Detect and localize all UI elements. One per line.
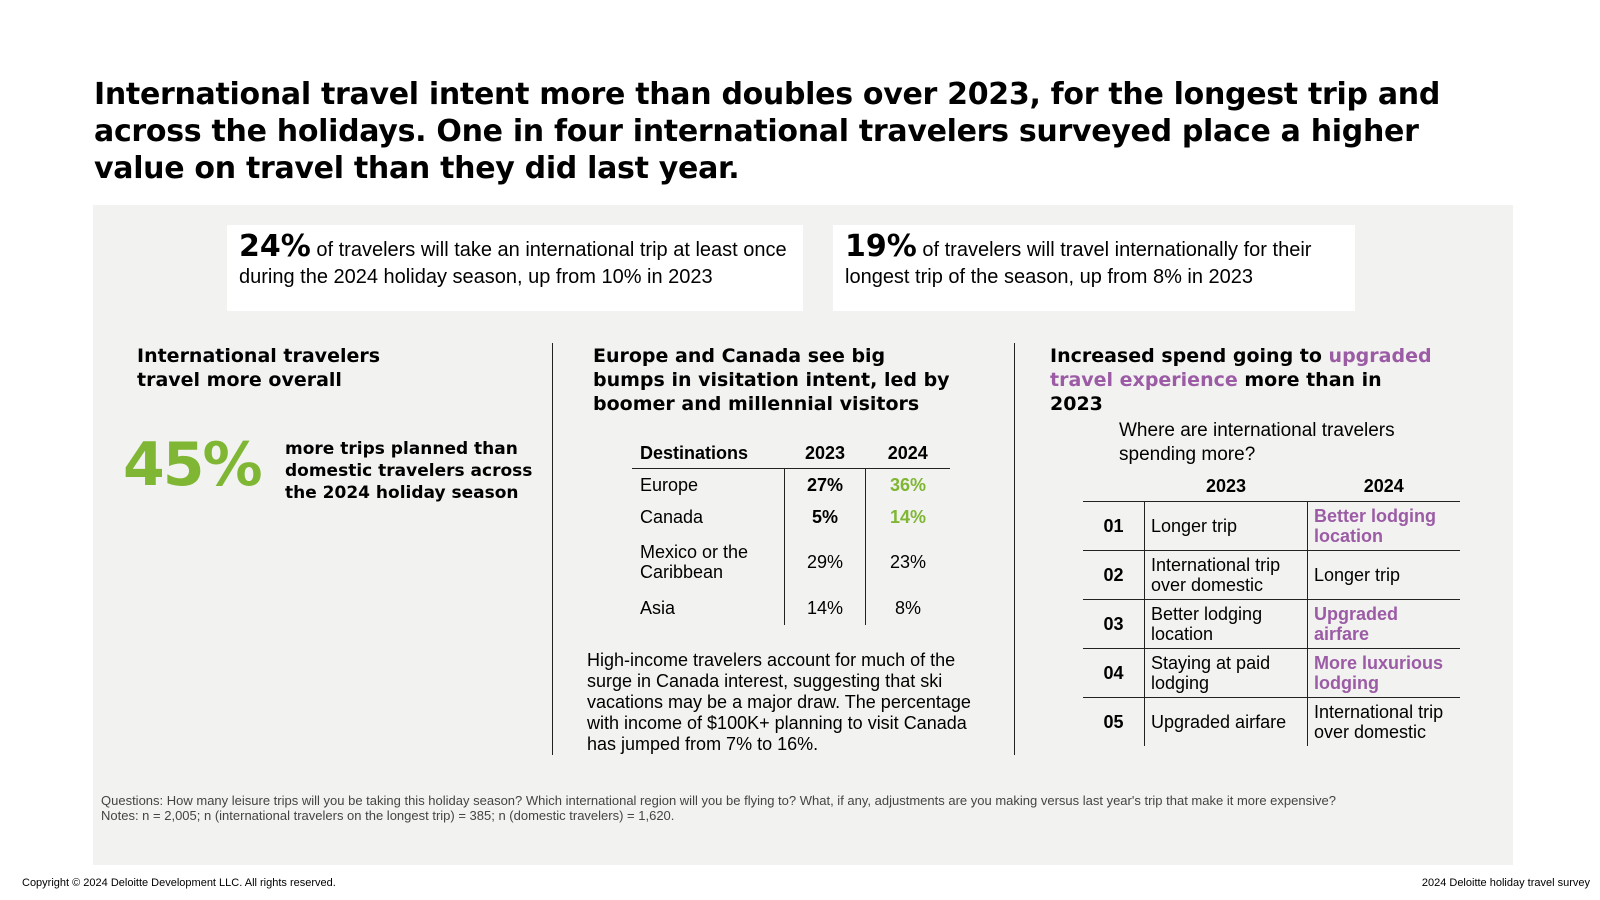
content-panel: 24% of travelers will take an internatio…	[93, 205, 1513, 865]
item-2023-cell: Upgraded airfare	[1144, 697, 1308, 746]
col2-heading: Europe and Canada see big bumps in visit…	[593, 345, 950, 415]
table-header-row: 2023 2024	[1083, 475, 1460, 502]
item-2024-cell: Better lodging location	[1307, 501, 1460, 551]
header-2024: 2024	[1363, 475, 1404, 496]
stat-text: of travelers will take an international …	[239, 239, 787, 288]
item-2023-cell: International trip over domestic	[1144, 550, 1308, 600]
source-label: 2024 Deloitte holiday travel survey	[1421, 877, 1590, 889]
item-2024-cell: More luxurious lodging	[1307, 648, 1460, 698]
rank-cell: 02	[1083, 550, 1145, 600]
big-percentage-description: more trips planned than domestic travele…	[285, 439, 533, 503]
stat-text: of travelers will travel internationally…	[845, 239, 1312, 288]
page-headline: International travel intent more than do…	[94, 77, 1441, 186]
item-2023-cell: Longer trip	[1144, 501, 1308, 551]
rank-cell: 01	[1083, 501, 1145, 551]
table-row: 03 Better lodging location Upgraded airf…	[1083, 599, 1460, 649]
value-2023-cell: 29%	[784, 532, 866, 591]
item-2024-cell: International trip over domestic	[1307, 697, 1460, 746]
header-2024: 2024	[865, 438, 950, 469]
header-destinations: Destinations	[632, 438, 785, 469]
table-row: Mexico or the Caribbean 29% 23%	[632, 532, 950, 591]
column-divider	[1014, 343, 1015, 755]
value-2023-cell: 27%	[784, 468, 866, 501]
value-2024-cell: 8%	[894, 597, 921, 618]
column-divider	[552, 343, 553, 755]
item-2024-cell: Longer trip	[1307, 550, 1460, 600]
table-row: Asia 14% 8%	[632, 590, 950, 625]
value-2023-cell: 14%	[784, 590, 866, 625]
table-row: 04 Staying at paid lodging More luxuriou…	[1083, 648, 1460, 698]
item-2023-cell: Better lodging location	[1144, 599, 1308, 649]
item-2024-cell: Upgraded airfare	[1307, 599, 1460, 649]
stat-value: 24%	[239, 229, 311, 264]
header-2023: 2023	[1205, 475, 1247, 496]
col3-heading: Increased spend going to upgraded travel…	[1050, 344, 1440, 416]
survey-notes: Questions: How many leisure trips will y…	[101, 793, 1501, 823]
col3-heading-post: more than in 2023	[1050, 369, 1382, 415]
canada-note: High-income travelers account for much o…	[587, 650, 971, 754]
table-row: 01 Longer trip Better lodging location	[1083, 501, 1460, 551]
col3-heading-pre: Increased spend going to	[1050, 345, 1329, 367]
col3-heading-highlight: upgraded travel experience	[1050, 345, 1432, 391]
spend-subheading: Where are international travelers spendi…	[1119, 420, 1395, 465]
destination-cell: Canada	[640, 506, 704, 527]
table-row: Europe 27% 36%	[632, 468, 950, 501]
stat-box-international-trip: 24% of travelers will take an internatio…	[227, 225, 803, 311]
header-rank	[1083, 475, 1145, 502]
destination-cell: Asia	[640, 597, 676, 618]
destination-cell: Mexico or the Caribbean	[640, 541, 749, 582]
survey-questions: Questions: How many leisure trips will y…	[101, 793, 1336, 808]
value-2024-cell: 36%	[889, 474, 927, 495]
value-2024-cell: 14%	[889, 506, 927, 527]
rank-cell: 04	[1083, 648, 1145, 698]
value-2023-cell: 5%	[784, 500, 866, 533]
item-2023-cell: Staying at paid lodging	[1144, 648, 1308, 698]
destination-cell: Europe	[640, 474, 699, 495]
destinations-table: Destinations 2023 2024 Europe 27% 36% Ca…	[632, 438, 950, 625]
rank-cell: 05	[1083, 697, 1145, 746]
table-row: 02 International trip over domestic Long…	[1083, 550, 1460, 600]
big-percentage: 45%	[123, 430, 263, 500]
value-2024-cell: 23%	[889, 551, 927, 572]
rank-cell: 03	[1083, 599, 1145, 649]
copyright: Copyright © 2024 Deloitte Development LL…	[22, 877, 336, 889]
header-2023: 2023	[784, 438, 866, 469]
spending-table: 2023 2024 01 Longer trip Better lodging …	[1083, 475, 1460, 746]
table-header-row: Destinations 2023 2024	[632, 438, 950, 469]
stat-box-longest-trip: 19% of travelers will travel internation…	[833, 225, 1355, 311]
table-row: Canada 5% 14%	[632, 500, 950, 533]
sample-notes: Notes: n = 2,005; n (international trave…	[101, 808, 675, 823]
table-row: 05 Upgraded airfare International trip o…	[1083, 697, 1460, 746]
col1-heading: International travelers travel more over…	[137, 345, 381, 391]
stat-value: 19%	[845, 229, 917, 264]
